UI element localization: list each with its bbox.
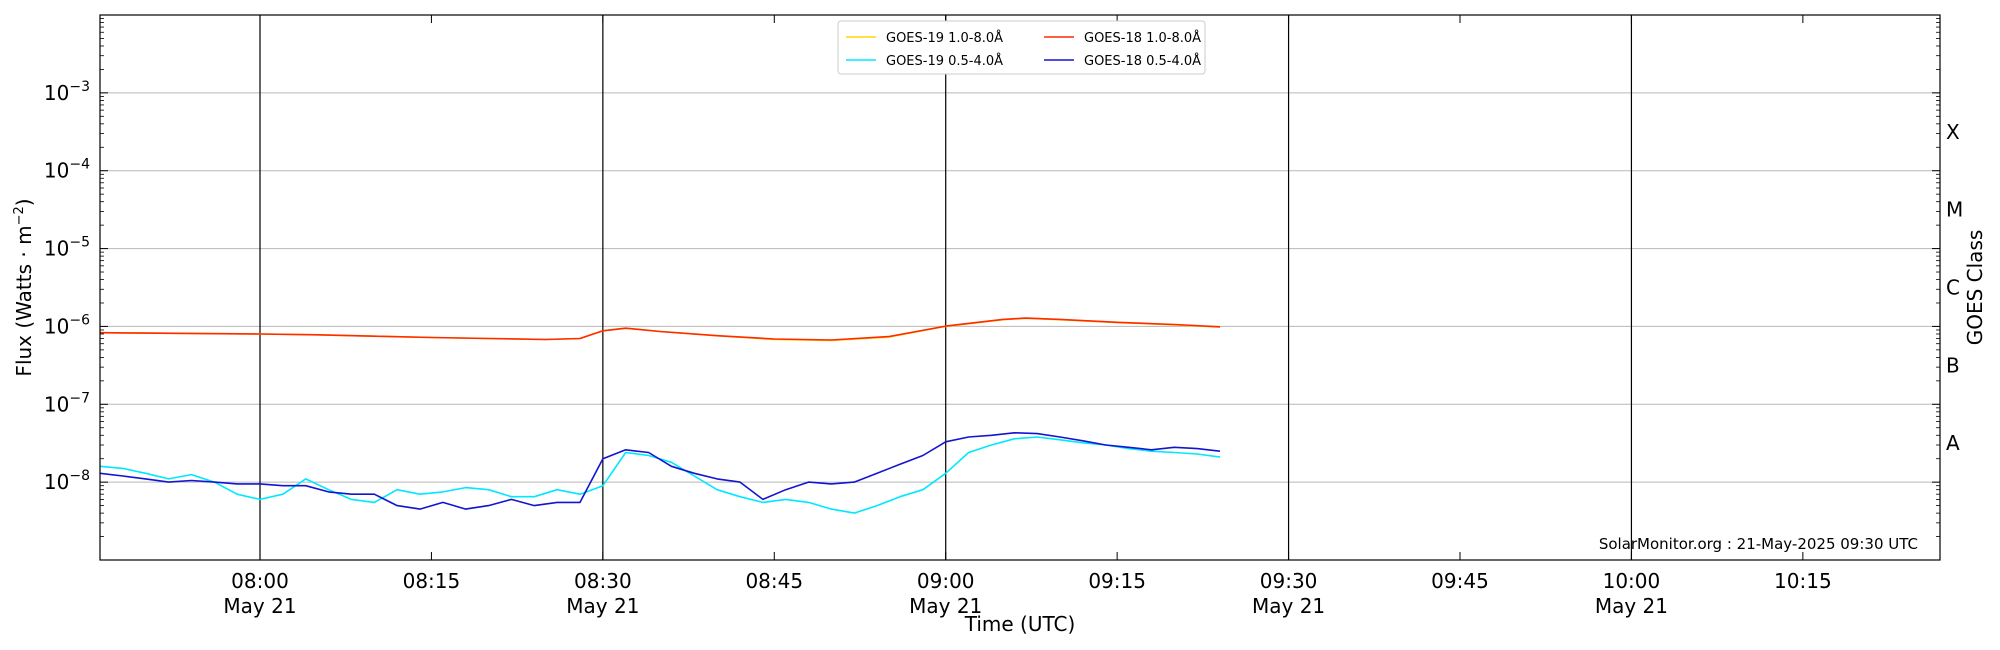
x-tick-date-label: May 21 — [566, 594, 639, 618]
y-tick-label: 10−3 — [44, 79, 90, 105]
y-tick-base: 10 — [44, 159, 69, 183]
legend-box — [837, 20, 1206, 75]
plot-frame — [99, 14, 1941, 561]
legend-label: GOES-19 1.0-8.0Å — [886, 30, 1003, 46]
x-tick-date-label: May 21 — [1252, 594, 1325, 618]
y-tick-labels: 10−810−710−610−510−410−3 — [44, 79, 90, 494]
x-tick-label: 10:15 — [1774, 569, 1832, 593]
credit-text: SolarMonitor.org : 21-May-2025 09:30 UTC — [1599, 535, 1918, 553]
goes-class-label: X — [1946, 120, 1960, 144]
y-tick-exponent: −6 — [69, 312, 90, 328]
y-tick-base: 10 — [44, 470, 69, 494]
x-tick-label: 08:30 — [574, 569, 632, 593]
y-tick-label: 10−6 — [44, 312, 90, 338]
y-tick-label: 10−4 — [44, 157, 90, 183]
legend-items: GOES-19 1.0-8.0Å GOES-19 0.5-4.0Å GOES-18 … — [846, 30, 1201, 69]
y-tick-exponent: −7 — [69, 390, 90, 406]
x-tick-label: 09:45 — [1431, 569, 1489, 593]
legend-label: GOES-18 1.0-8.0Å — [1084, 30, 1201, 46]
goes-class-axis-title: GOES Class — [1963, 230, 1987, 346]
x-tick-label: 09:15 — [1088, 569, 1146, 593]
x-tick-label: 08:45 — [745, 569, 803, 593]
y-tick-exponent: −5 — [69, 235, 90, 251]
goes-class-label: A — [1946, 431, 1960, 455]
legend-label: GOES-18 0.5-4.0Å — [1084, 53, 1201, 69]
y-tick-base: 10 — [44, 81, 69, 105]
y-axis-title-main: Flux (Watts · m — [12, 225, 36, 376]
x-tick-label: 08:15 — [403, 569, 461, 593]
x-axis-title: Time (UTC) — [964, 612, 1076, 636]
y-tick-exponent: −4 — [69, 157, 90, 173]
y-axis-title-end: ) — [12, 198, 36, 206]
goes-class-label: B — [1946, 353, 1960, 377]
goes-class-labels: A B C M X — [1946, 120, 1963, 455]
x-tick-date-label: May 21 — [223, 594, 296, 618]
y-tick-base: 10 — [44, 392, 69, 416]
x-tick-label: 09:30 — [1260, 569, 1318, 593]
x-tick-date-label: May 21 — [909, 594, 982, 618]
goes-class-label: M — [1946, 198, 1963, 222]
series-line-2 — [99, 317, 1221, 341]
y-tick-label: 10−7 — [44, 390, 90, 416]
goes-class-label: C — [1946, 276, 1960, 300]
x-tick-label: 10:00 — [1603, 569, 1661, 593]
x-tick-label: 08:00 — [231, 569, 289, 593]
grid-lines — [100, 92, 1940, 483]
series-lines — [99, 317, 1221, 514]
y-tick-label: 10−5 — [44, 235, 90, 261]
y-tick-label: 10−8 — [44, 468, 90, 494]
axis-ticks — [100, 14, 1940, 561]
y-tick-base: 10 — [44, 237, 69, 261]
y-axis-title-sup: −2 — [12, 206, 27, 225]
legend-label: GOES-19 0.5-4.0Å — [886, 53, 1003, 69]
y-tick-exponent: −3 — [69, 79, 90, 95]
series-line-4 — [99, 431, 1221, 510]
y-tick-base: 10 — [44, 314, 69, 338]
y-axis-title: Flux (Watts · m−2) — [12, 198, 36, 376]
y-tick-exponent: −8 — [69, 468, 90, 484]
legend: GOES-19 1.0-8.0Å GOES-19 0.5-4.0Å GOES-18 … — [837, 20, 1206, 75]
x-tick-date-label: May 21 — [1595, 594, 1668, 618]
x-tick-label: 09:00 — [917, 569, 975, 593]
major-time-lines — [259, 15, 1633, 560]
